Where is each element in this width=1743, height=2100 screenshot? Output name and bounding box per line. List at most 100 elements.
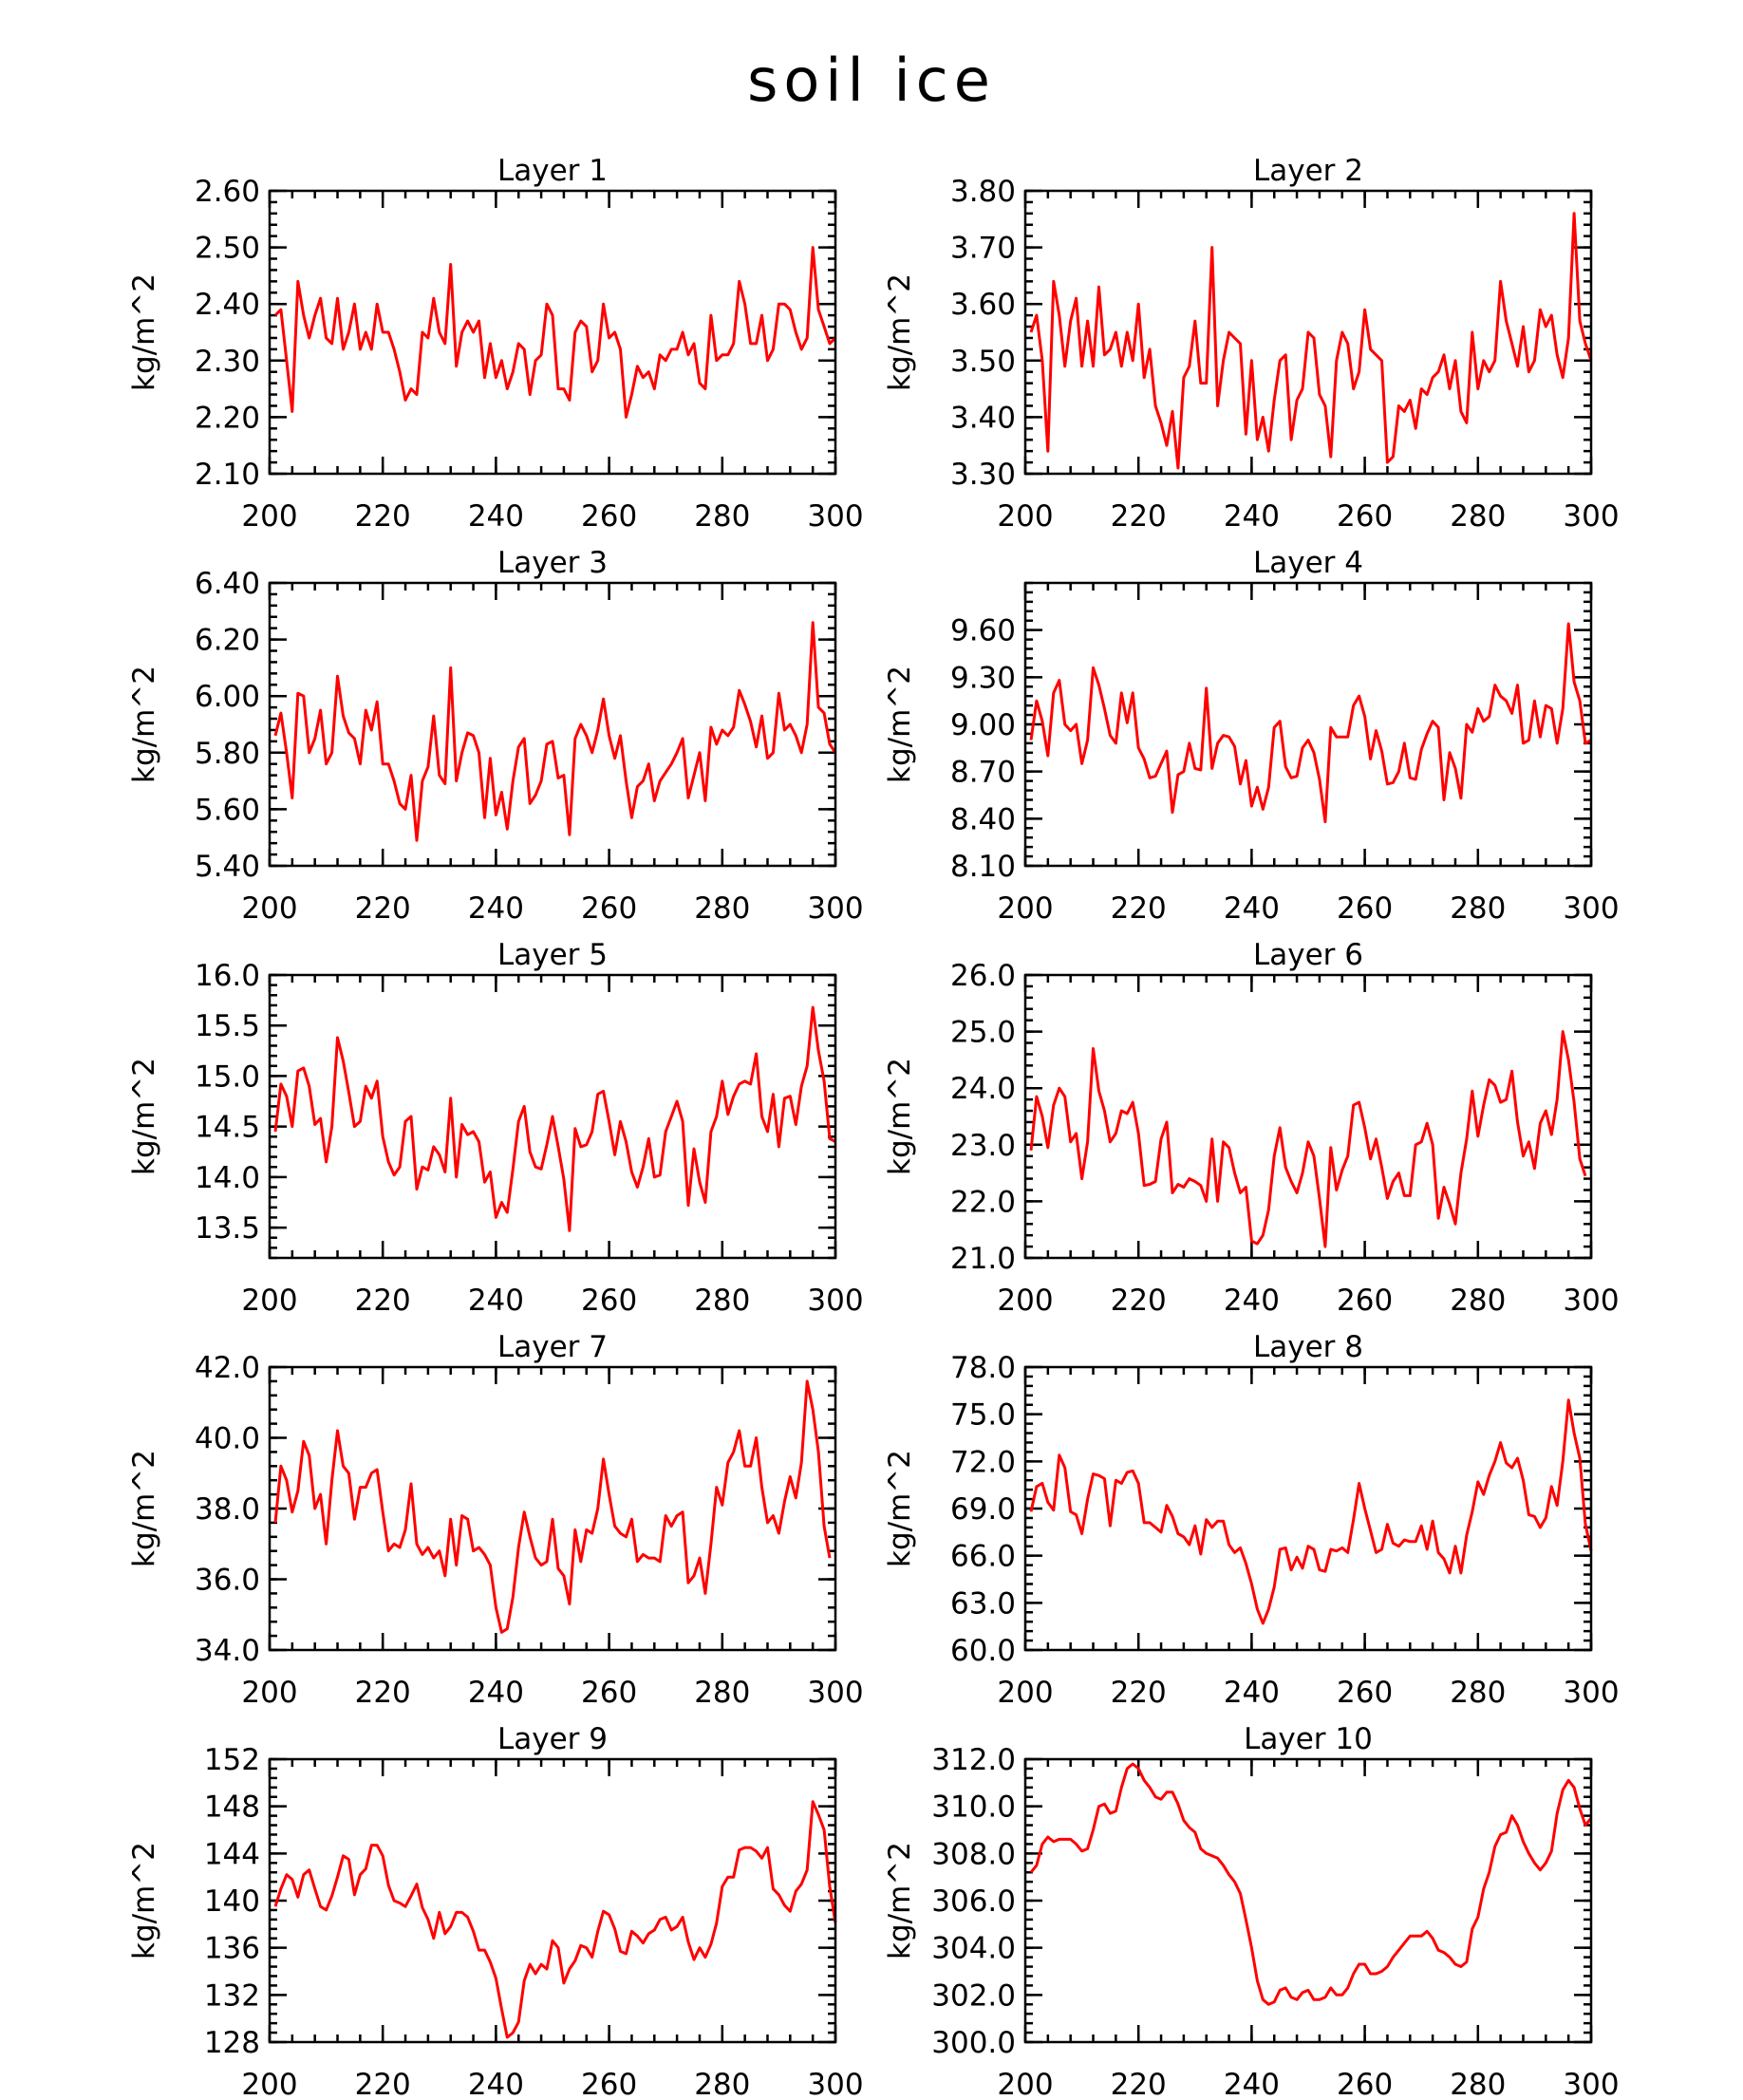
x-tick-label: 220: [1111, 1284, 1167, 1318]
y-axis-label: kg/m^2: [127, 273, 161, 391]
plot-frame: [268, 189, 837, 476]
series-line: [1029, 1030, 1587, 1248]
y-tick-label: 308.0: [931, 1837, 1016, 1871]
panel-title: Layer 1: [497, 154, 608, 188]
plot-frame: [268, 1365, 837, 1652]
x-tick-label: 260: [581, 1676, 637, 1710]
series-line: [273, 246, 837, 419]
x-tick-label: 240: [468, 2068, 524, 2100]
y-tick-label: 26.0: [950, 959, 1016, 993]
x-tick-label: 280: [1450, 499, 1506, 534]
y-tick-label: 2.20: [195, 401, 260, 435]
y-tick-label: 25.0: [950, 1016, 1016, 1050]
y-tick-label: 15.5: [195, 1009, 260, 1043]
series-line: [1029, 1398, 1593, 1625]
y-axis-label: kg/m^2: [127, 666, 161, 783]
x-tick-label: 220: [355, 1284, 411, 1318]
y-axis-label: kg/m^2: [127, 1450, 161, 1567]
x-tick-label: 240: [468, 499, 524, 534]
x-tick-label: 240: [1224, 891, 1280, 926]
x-tick-label: 300: [807, 2068, 863, 2100]
panel-title: Layer 6: [1253, 938, 1363, 972]
series-line: [273, 621, 837, 842]
y-axis-label: kg/m^2: [883, 1842, 917, 1959]
y-tick-label: 78.0: [950, 1351, 1016, 1385]
y-tick-label: 38.0: [195, 1492, 260, 1527]
y-tick-label: 69.0: [950, 1492, 1016, 1527]
panel-layer-3: Layer 3 kg/m^2 200 220 240 260 280 300 5.40 5.60 5…: [127, 546, 864, 926]
x-tick-label: 200: [241, 2068, 297, 2100]
plot-frame: [1023, 1365, 1593, 1652]
y-tick-label: 312.0: [931, 1743, 1016, 1777]
y-tick-label: 60.0: [950, 1634, 1016, 1668]
y-tick-label: 16.0: [195, 959, 260, 993]
panel-layer-2: Layer 2 kg/m^2 200 220 240 260 280 300 3.30 3.40 3…: [883, 154, 1620, 534]
plot-frame: [1023, 189, 1593, 476]
y-tick-label: 8.10: [950, 850, 1016, 884]
panel-title: Layer 7: [497, 1330, 608, 1364]
panel-title: Layer 2: [1253, 154, 1363, 188]
panel-title: Layer 4: [1253, 546, 1363, 580]
panel-layer-4: Layer 4 kg/m^2 200 220 240 260 280 300 8.10 8.40 8…: [883, 546, 1620, 926]
x-tick-label: 240: [1224, 2068, 1280, 2100]
y-tick-label: 136: [204, 1932, 260, 1966]
x-tick-label: 280: [694, 1676, 750, 1710]
y-tick-label: 2.10: [195, 458, 260, 492]
y-tick-label: 21.0: [950, 1242, 1016, 1276]
plot-frame: [1023, 973, 1593, 1260]
y-tick-label: 148: [204, 1791, 260, 1825]
y-tick-label: 304.0: [931, 1932, 1016, 1966]
series-line: [1029, 1762, 1593, 2006]
y-tick-label: 3.40: [950, 401, 1016, 435]
x-tick-label: 200: [997, 1284, 1053, 1318]
x-tick-label: 220: [1111, 499, 1167, 534]
x-tick-label: 260: [1337, 499, 1393, 534]
x-tick-label: 260: [581, 891, 637, 926]
x-tick-label: 300: [1563, 1284, 1619, 1318]
panel-layer-10: Layer 10 kg/m^2 200 220 240 260 280 300 300.0 302…: [883, 1722, 1620, 2100]
panel-title: Layer 10: [1244, 1722, 1373, 1756]
x-tick-label: 240: [468, 1284, 524, 1318]
x-tick-label: 200: [241, 1284, 297, 1318]
y-tick-label: 5.80: [195, 737, 260, 771]
x-tick-label: 220: [1111, 1676, 1167, 1710]
series-line: [273, 1005, 836, 1232]
x-tick-label: 240: [1224, 1676, 1280, 1710]
x-tick-label: 220: [1111, 2068, 1167, 2100]
panel-title: Layer 9: [497, 1722, 608, 1756]
y-tick-label: 3.70: [950, 232, 1016, 266]
panel-layer-6: Layer 6 kg/m^2 200 220 240 260 280 300 21.0 22.0 2…: [883, 938, 1620, 1318]
y-tick-label: 24.0: [950, 1072, 1016, 1106]
x-tick-label: 220: [1111, 891, 1167, 926]
y-tick-label: 3.50: [950, 345, 1016, 379]
x-tick-label: 260: [581, 2068, 637, 2100]
x-tick-label: 300: [807, 1676, 863, 1710]
x-tick-label: 300: [1563, 499, 1619, 534]
y-tick-label: 34.0: [195, 1634, 260, 1668]
y-tick-label: 14.5: [195, 1111, 260, 1145]
x-tick-label: 220: [355, 499, 411, 534]
y-tick-label: 140: [204, 1884, 260, 1919]
x-tick-label: 200: [241, 499, 297, 534]
x-tick-label: 300: [1563, 891, 1619, 926]
y-tick-label: 42.0: [195, 1351, 260, 1385]
y-tick-label: 3.30: [950, 458, 1016, 492]
x-tick-label: 200: [997, 891, 1053, 926]
y-tick-label: 3.80: [950, 175, 1016, 209]
y-tick-label: 5.40: [195, 850, 260, 884]
y-axis-label: kg/m^2: [883, 1450, 917, 1567]
plot-frame: [268, 581, 837, 868]
x-tick-label: 260: [1337, 1284, 1393, 1318]
y-tick-label: 8.70: [950, 756, 1016, 790]
plot-frame: [1023, 581, 1593, 868]
panel-title: Layer 5: [497, 938, 608, 972]
y-tick-label: 6.40: [195, 567, 260, 601]
plot-frame: [268, 973, 837, 1260]
y-axis-label: kg/m^2: [883, 1058, 917, 1175]
y-tick-label: 23.0: [950, 1129, 1016, 1163]
series-line: [1029, 212, 1593, 470]
x-tick-label: 260: [581, 499, 637, 534]
y-tick-label: 310.0: [931, 1791, 1016, 1825]
series-line: [273, 1800, 837, 2039]
